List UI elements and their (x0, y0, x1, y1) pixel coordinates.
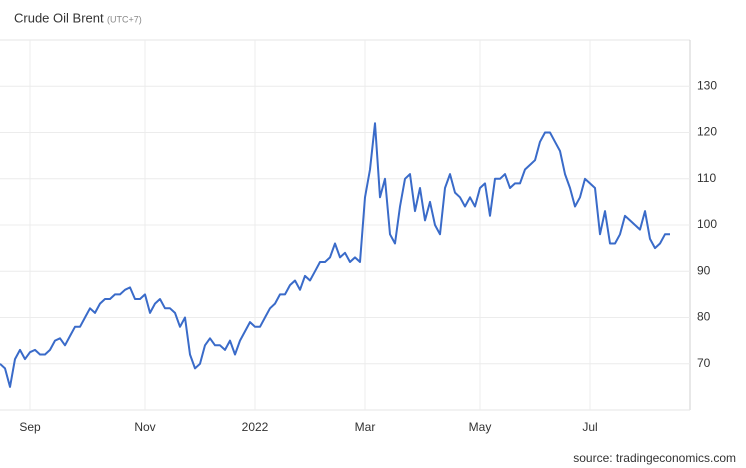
line-series (0, 122, 670, 388)
y-tick-label: 80 (697, 310, 711, 324)
x-tick-label: Jul (582, 420, 597, 434)
chart-subtitle: (UTC+7) (107, 14, 142, 24)
x-tick-label: Sep (19, 420, 41, 434)
y-tick-label: 100 (697, 217, 717, 231)
y-tick-label: 90 (697, 263, 711, 277)
x-tick-label: 2022 (242, 420, 269, 434)
chart-title: Crude Oil Brent (14, 10, 104, 25)
y-tick-label: 120 (697, 125, 717, 139)
x-tick-label: May (469, 420, 492, 434)
y-tick-label: 130 (697, 78, 717, 92)
x-tick-label: Mar (355, 420, 376, 434)
x-tick-label: Nov (134, 420, 155, 434)
source: source: tradingeconomics.com (573, 451, 736, 465)
y-tick-label: 70 (697, 356, 711, 370)
y-tick-label: 110 (697, 171, 716, 185)
